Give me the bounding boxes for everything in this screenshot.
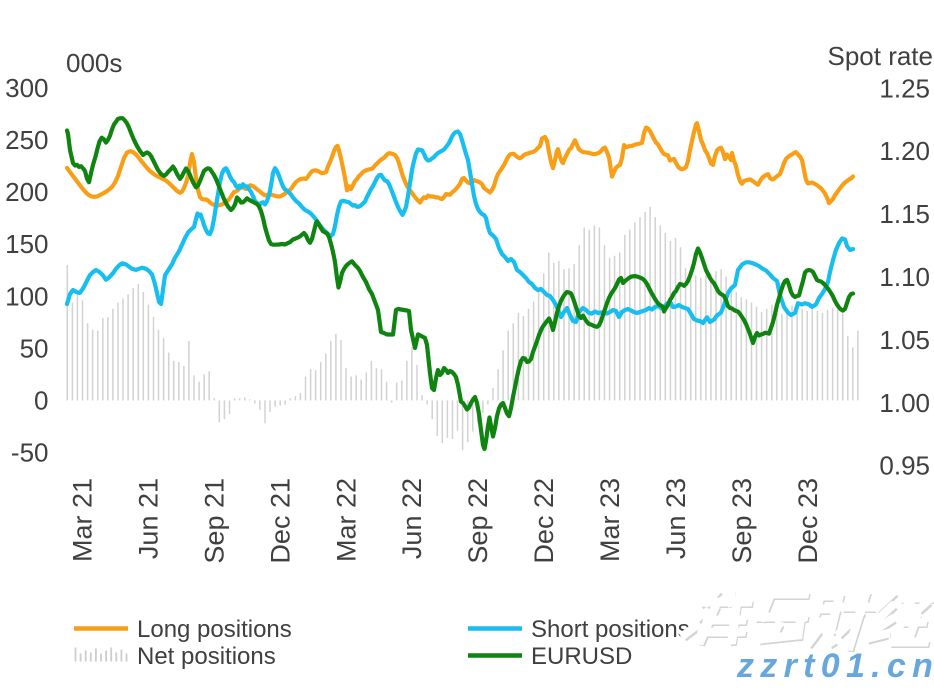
svg-text:Long positions: Long positions: [137, 616, 292, 643]
svg-text:Mar 21: Mar 21: [68, 478, 98, 562]
svg-text:Sep 21: Sep 21: [200, 478, 230, 564]
svg-text:Jun 23: Jun 23: [661, 478, 691, 559]
svg-text:Sep 23: Sep 23: [727, 478, 757, 564]
svg-text:1.00: 1.00: [879, 388, 930, 418]
svg-text:50: 50: [20, 333, 49, 363]
svg-text:-50: -50: [11, 438, 49, 468]
svg-text:Jun 21: Jun 21: [134, 478, 164, 559]
svg-text:1.25: 1.25: [879, 73, 930, 103]
svg-text:Dec 22: Dec 22: [529, 478, 559, 564]
svg-text:0.95: 0.95: [879, 451, 930, 481]
svg-text:Net positions: Net positions: [137, 643, 276, 670]
svg-text:Jun 22: Jun 22: [397, 478, 427, 559]
svg-text:zzrt01.cn: zzrt01.cn: [736, 647, 934, 683]
svg-text:Sep 22: Sep 22: [463, 478, 493, 564]
svg-text:Mar 22: Mar 22: [331, 478, 361, 562]
svg-text:1.05: 1.05: [879, 325, 930, 355]
svg-text:000s: 000s: [66, 48, 122, 78]
svg-text:Mar 23: Mar 23: [595, 478, 625, 562]
svg-text:Short positions: Short positions: [531, 616, 690, 643]
svg-text:Dec 21: Dec 21: [265, 478, 295, 564]
svg-text:250: 250: [5, 125, 48, 155]
svg-text:EURUSD: EURUSD: [531, 643, 632, 670]
svg-text:1.20: 1.20: [879, 136, 930, 166]
svg-text:200: 200: [5, 177, 48, 207]
svg-text:1.10: 1.10: [879, 262, 930, 292]
svg-text:0: 0: [34, 385, 48, 415]
svg-text:Spot rate: Spot rate: [827, 41, 933, 71]
svg-text:Dec 23: Dec 23: [793, 478, 823, 564]
svg-text:300: 300: [5, 73, 48, 103]
svg-text:1.15: 1.15: [879, 199, 930, 229]
svg-text:100: 100: [5, 281, 48, 311]
svg-text:150: 150: [5, 229, 48, 259]
